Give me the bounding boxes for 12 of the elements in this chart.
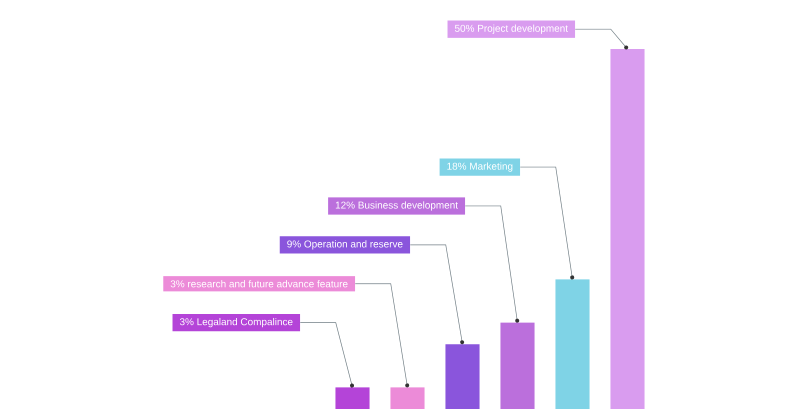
bar: [445, 344, 480, 409]
data-label: 3% Legaland Compalince: [180, 318, 293, 328]
data-label: 9% Operation and reserve: [287, 240, 403, 250]
data-label: 50% Project development: [454, 24, 568, 34]
data-label: 12% Business development: [336, 201, 458, 211]
data-label: 3% research and future advance feature: [170, 280, 348, 288]
bar: [555, 279, 590, 409]
bar: [390, 387, 425, 409]
bar: [610, 49, 645, 409]
data-label: 18% Marketing: [447, 162, 512, 172]
bar: [500, 322, 535, 409]
bar: [335, 387, 370, 409]
